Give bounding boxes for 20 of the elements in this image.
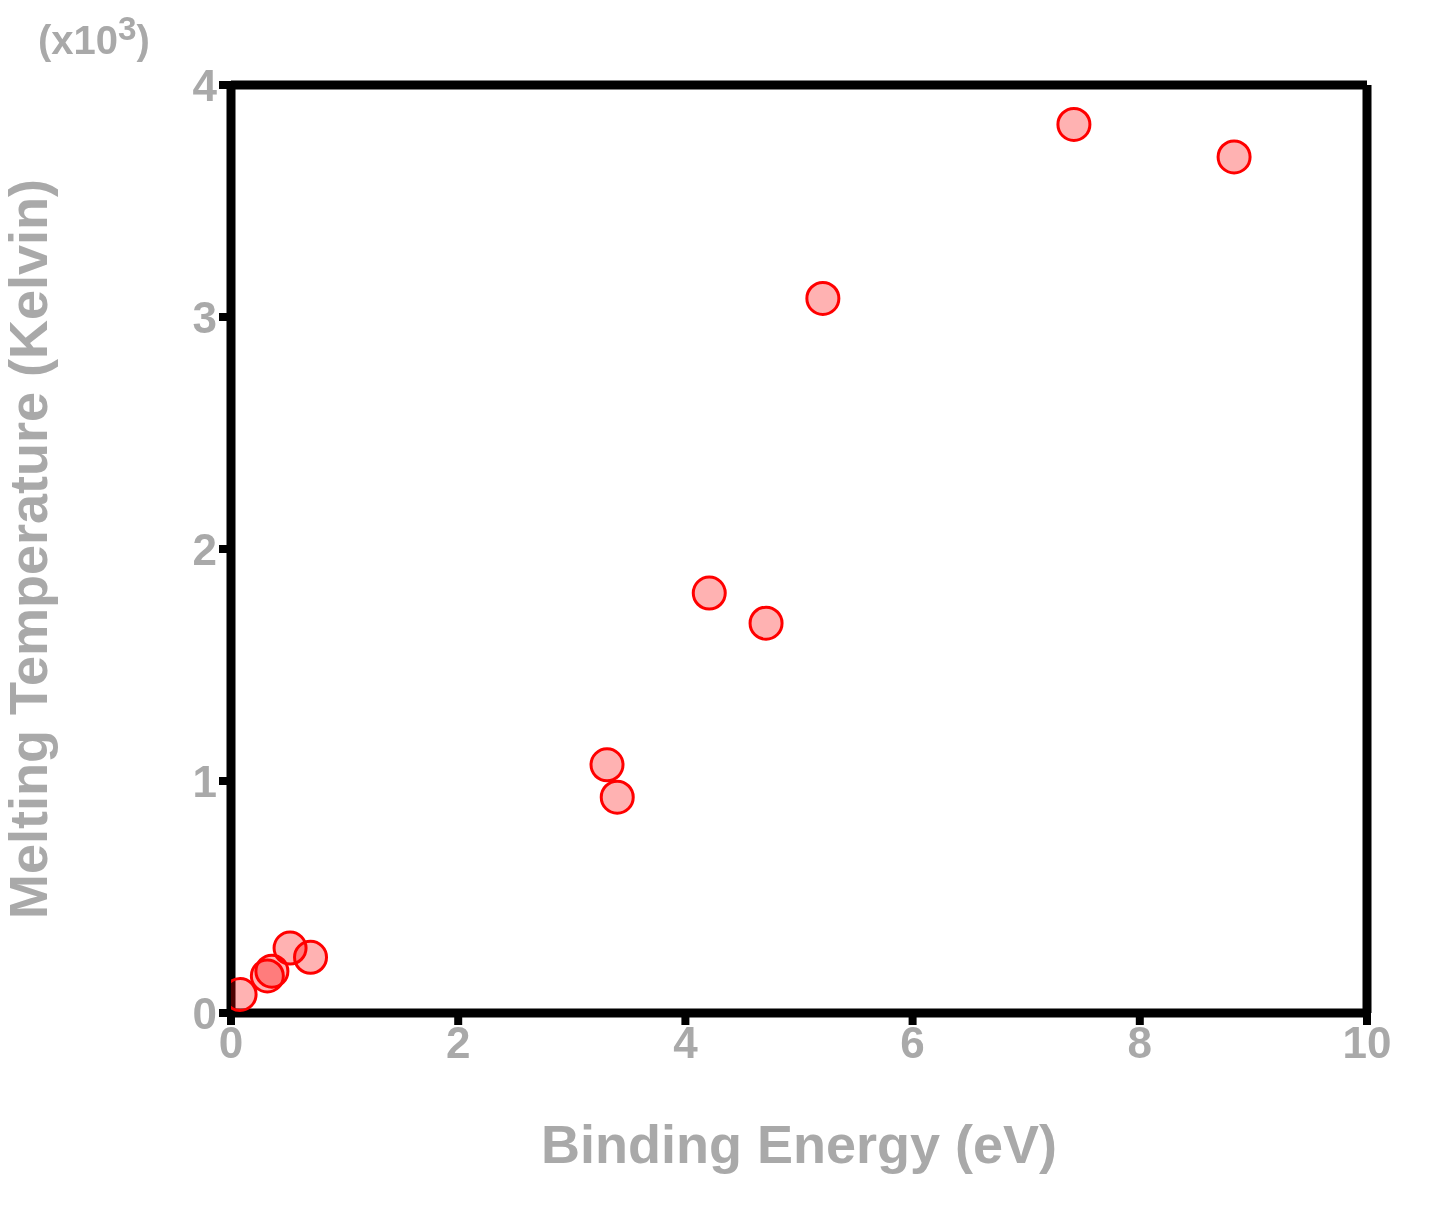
x-tick-label: 8 <box>1127 1018 1153 1068</box>
x-tick-label: 6 <box>900 1018 925 1068</box>
x-tick-label: 10 <box>1342 1018 1392 1068</box>
x-tick-label: 4 <box>673 1018 699 1068</box>
text: (x10$^{3}$) <box>38 10 150 64</box>
x-tick-label: 2 <box>445 1018 471 1068</box>
y-axis-title: Melting Temperature (Kelvin) <box>0 178 59 920</box>
point <box>691 575 727 611</box>
y-tick-label: 2 <box>192 524 217 574</box>
point <box>1216 139 1252 175</box>
point <box>748 605 784 641</box>
point <box>599 779 635 815</box>
point <box>805 280 841 316</box>
point <box>293 939 329 975</box>
y-tick-label: 1 <box>192 756 217 806</box>
point <box>1056 106 1092 142</box>
y-tick-label: 4 <box>192 60 218 110</box>
y-tick-label: 3 <box>192 292 217 342</box>
point <box>589 747 625 783</box>
x-axis-title: Binding Energy (eV) <box>540 1114 1058 1174</box>
